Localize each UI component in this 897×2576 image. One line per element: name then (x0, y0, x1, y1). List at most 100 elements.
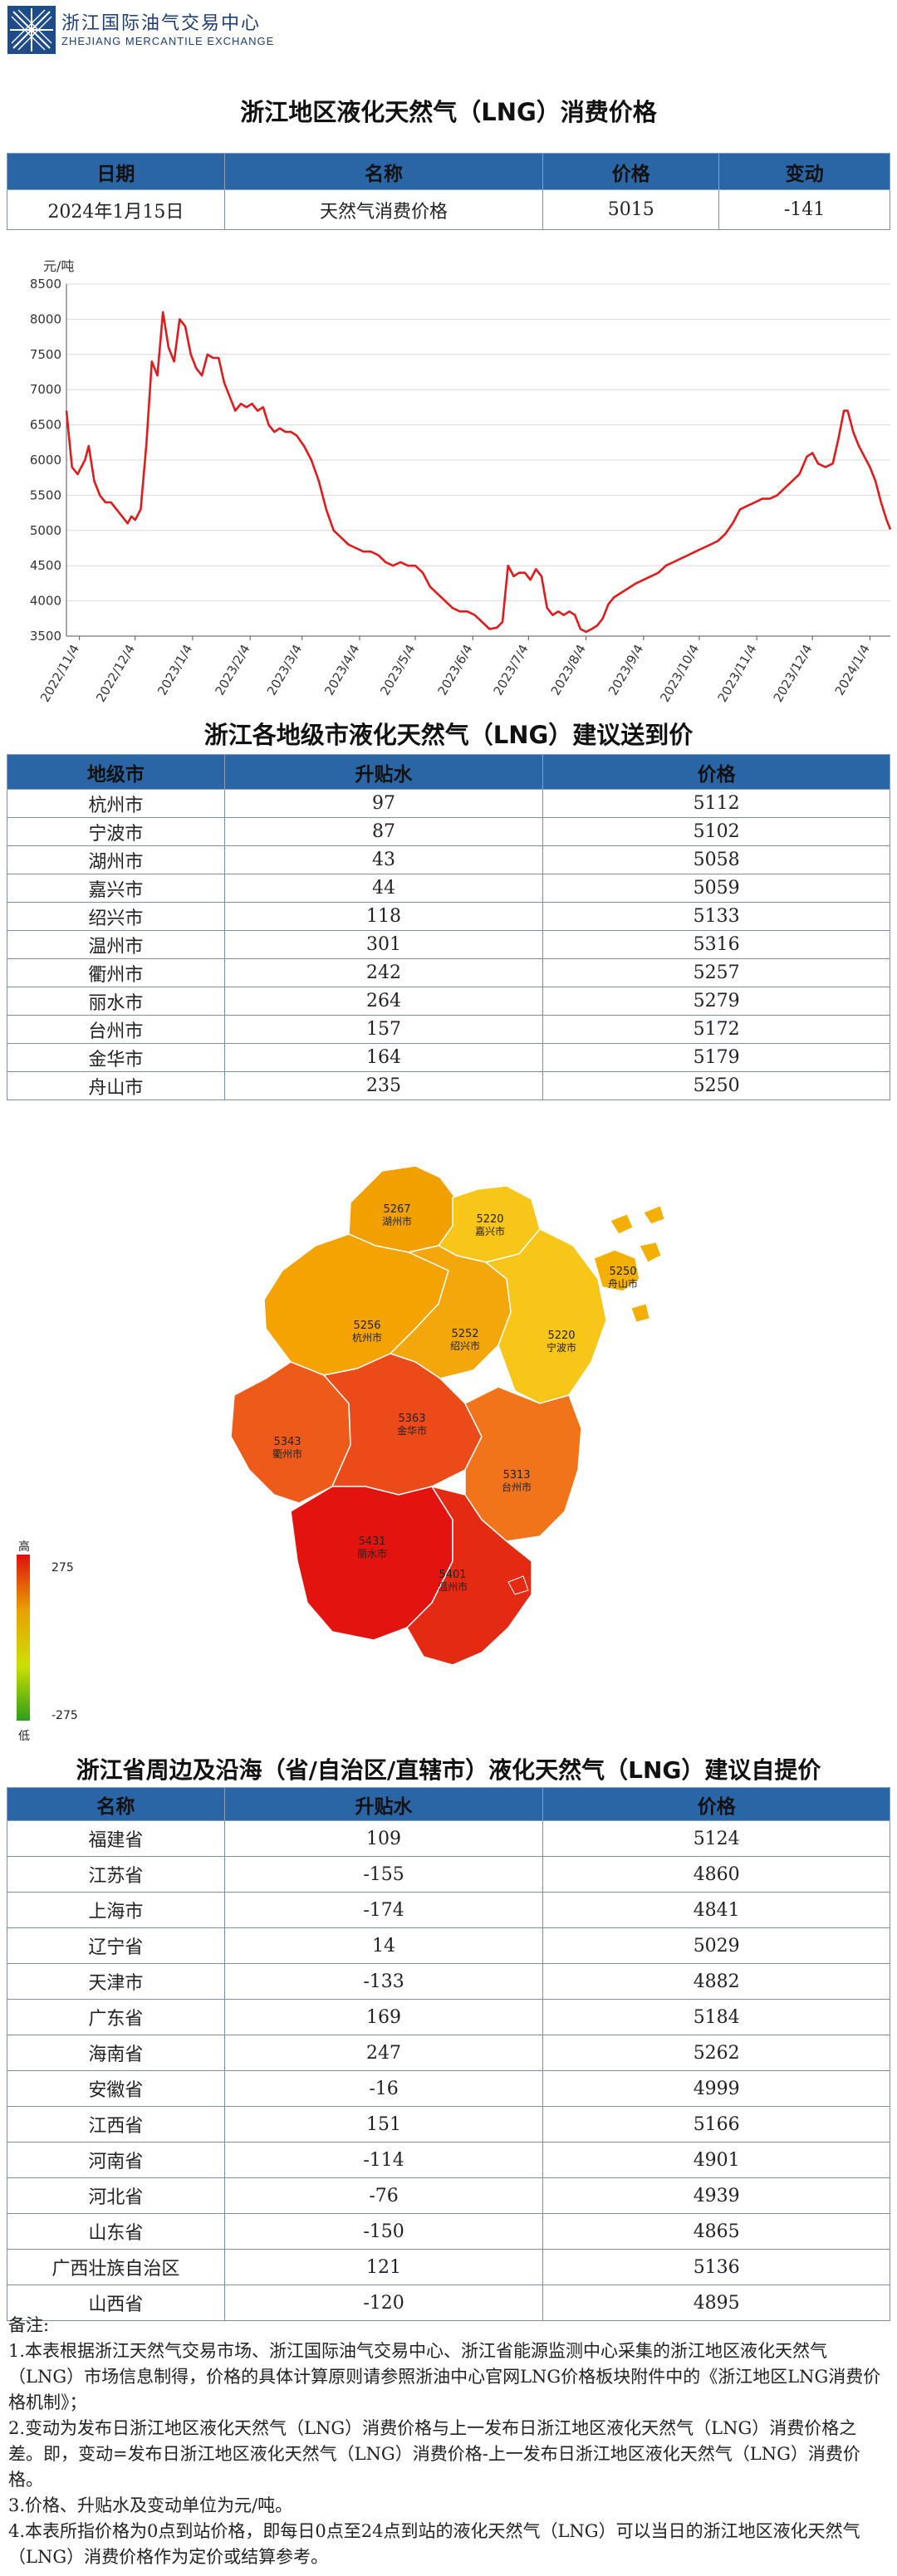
lng-price-line-chart: 元/吨 3500 4000 4500 5000 5500 6000 6500 7000 7500 8… (30, 258, 892, 705)
row-price: 4895 (542, 2285, 890, 2321)
map-value-label: 5256 (353, 1320, 380, 1332)
row-price: 5136 (542, 2249, 890, 2285)
table-row: 广西壮族自治区 121 5136 (7, 2249, 890, 2285)
row-premium: 157 (223, 1015, 544, 1044)
table-row: 台州市 157 5172 (7, 1015, 890, 1044)
x-tick-label: 2023/5/4 (377, 642, 418, 698)
col-header-premium: 升贴水 (223, 1787, 544, 1821)
row-name: 丽水市 (7, 987, 225, 1016)
row-premium: 301 (223, 930, 544, 959)
row-price: 4999 (542, 2070, 890, 2107)
row-price: 5257 (542, 958, 890, 987)
note-1: 1.本表根据浙江天然气交易市场、浙江国际油气交易中心、浙江省能源监测中心采集的浙… (8, 2341, 881, 2412)
row-price: 5112 (542, 789, 890, 818)
row-name: 台州市 (7, 1015, 225, 1044)
row-price: 5184 (542, 1999, 890, 2035)
map-region-wenzhou-isle (507, 1575, 529, 1595)
table-row: 河南省 -114 4901 (7, 2142, 890, 2178)
row-price: 4939 (542, 2177, 890, 2214)
row-name: 安徽省 (7, 2070, 225, 2107)
row-premium: 242 (223, 958, 544, 987)
map-value-label: 5313 (502, 1469, 530, 1481)
table-row: 海南省 247 5262 (7, 2035, 890, 2071)
map-value-label: 5363 (398, 1413, 425, 1425)
map-city-label: 台州市 (502, 1481, 532, 1493)
row-premium: 235 (223, 1071, 544, 1100)
brand-name-en: ZHEJIANG MERCANTILE EXCHANGE (61, 35, 275, 47)
row-price: 4901 (542, 2142, 890, 2178)
table-row: 江苏省 -155 4860 (7, 1856, 890, 1893)
row-name: 金华市 (7, 1043, 225, 1072)
notes-heading: 备注: (8, 2315, 50, 2335)
row-name: 江西省 (7, 2106, 225, 2143)
x-tick-label: 2022/11/4 (37, 642, 82, 705)
row-price: 4841 (542, 1892, 890, 1928)
table-row: 金华市 164 5179 (7, 1043, 890, 1072)
legend-high-label: 高 (18, 1540, 30, 1554)
map-city-label: 舟山市 (608, 1277, 638, 1290)
row-name: 杭州市 (7, 789, 225, 818)
price-name: 天然气消费价格 (223, 189, 544, 230)
map-city-label: 嘉兴市 (475, 1225, 505, 1237)
row-premium: 43 (223, 845, 544, 874)
row-price: 5316 (542, 930, 890, 959)
table-row: 辽宁省 14 5029 (7, 1927, 890, 1964)
province-section-title: 浙江省周边及沿海（省/自治区/直辖市）液化天然气（LNG）建议自提价 (76, 1756, 821, 1784)
map-city-label: 绍兴市 (450, 1339, 480, 1352)
row-premium: 14 (223, 1927, 544, 1964)
map-city-label: 宁波市 (547, 1341, 576, 1354)
row-name: 嘉兴市 (7, 874, 225, 903)
map-city-label: 温州市 (438, 1580, 468, 1593)
row-price: 5179 (542, 1043, 890, 1072)
map-value-label: 5343 (273, 1436, 301, 1448)
col-header-price: 价格 (542, 754, 890, 790)
y-tick-label: 3500 (30, 629, 61, 644)
exchange-logo-icon (7, 6, 56, 54)
y-tick-label: 8500 (30, 277, 61, 291)
table-row: 嘉兴市 44 5059 (7, 874, 890, 903)
row-name: 宁波市 (7, 817, 225, 846)
x-tick-label: 2023/11/4 (715, 642, 760, 705)
table-row: 丽水市 264 5279 (7, 987, 890, 1016)
price-value: 5015 (542, 189, 720, 230)
row-price: 5279 (542, 987, 890, 1016)
note-4: 4.本表所指价格为0点到站价格，即每日0点至24点到站的液化天然气（LNG）可以… (8, 2521, 860, 2567)
row-premium: -150 (223, 2213, 544, 2250)
x-tick-label: 2023/1/4 (154, 642, 195, 698)
y-tick-label: 7500 (30, 347, 61, 362)
x-tick-label: 2023/8/4 (548, 642, 589, 698)
x-tick-label: 2023/2/4 (212, 642, 252, 698)
table-row: 天津市 -133 4882 (7, 1963, 890, 2000)
table-row: 江西省 151 5166 (7, 2106, 890, 2143)
row-premium: 121 (223, 2249, 544, 2285)
map-value-label: 5431 (358, 1535, 385, 1548)
map-region-taizhou (463, 1386, 582, 1542)
brand-name-cn: 浙江国际油气交易中心 (61, 13, 262, 34)
notes: 备注: 1.本表根据浙江天然气交易市场、浙江国际油气交易中心、浙江省能源监测中心… (8, 2313, 890, 2570)
legend-min-value: -275 (51, 1709, 78, 1722)
price-date: 2024年1月15日 (7, 189, 225, 230)
row-premium: 44 (223, 874, 544, 903)
row-name: 衢州市 (7, 958, 225, 987)
row-name: 河南省 (7, 2142, 225, 2178)
row-premium: 109 (223, 1820, 544, 1857)
table-row: 2024年1月15日 天然气消费价格 5015 -141 (7, 189, 890, 230)
map-region-wenzhou (406, 1485, 532, 1666)
row-name: 河北省 (7, 2177, 225, 2214)
col-header-change: 变动 (718, 153, 890, 190)
row-price: 4865 (542, 2213, 890, 2250)
map-value-label: 5220 (476, 1213, 503, 1226)
x-tick-label: 2023/3/4 (264, 642, 305, 698)
row-name: 辽宁省 (7, 1927, 225, 1964)
row-premium: -174 (223, 1892, 544, 1928)
y-tick-label: 6000 (30, 453, 61, 468)
map-city-label: 金华市 (397, 1424, 427, 1437)
row-premium: 169 (223, 1999, 544, 2035)
row-premium: -133 (223, 1963, 544, 2000)
col-header-city: 地级市 (7, 754, 225, 790)
header: 浙江国际油气交易中心 ZHEJIANG MERCANTILE EXCHANGE (0, 0, 897, 58)
y-tick-label: 5000 (30, 523, 61, 538)
col-header-price: 价格 (542, 1787, 890, 1821)
map-legend-gradient (17, 1555, 30, 1721)
row-name: 福建省 (7, 1820, 225, 1857)
